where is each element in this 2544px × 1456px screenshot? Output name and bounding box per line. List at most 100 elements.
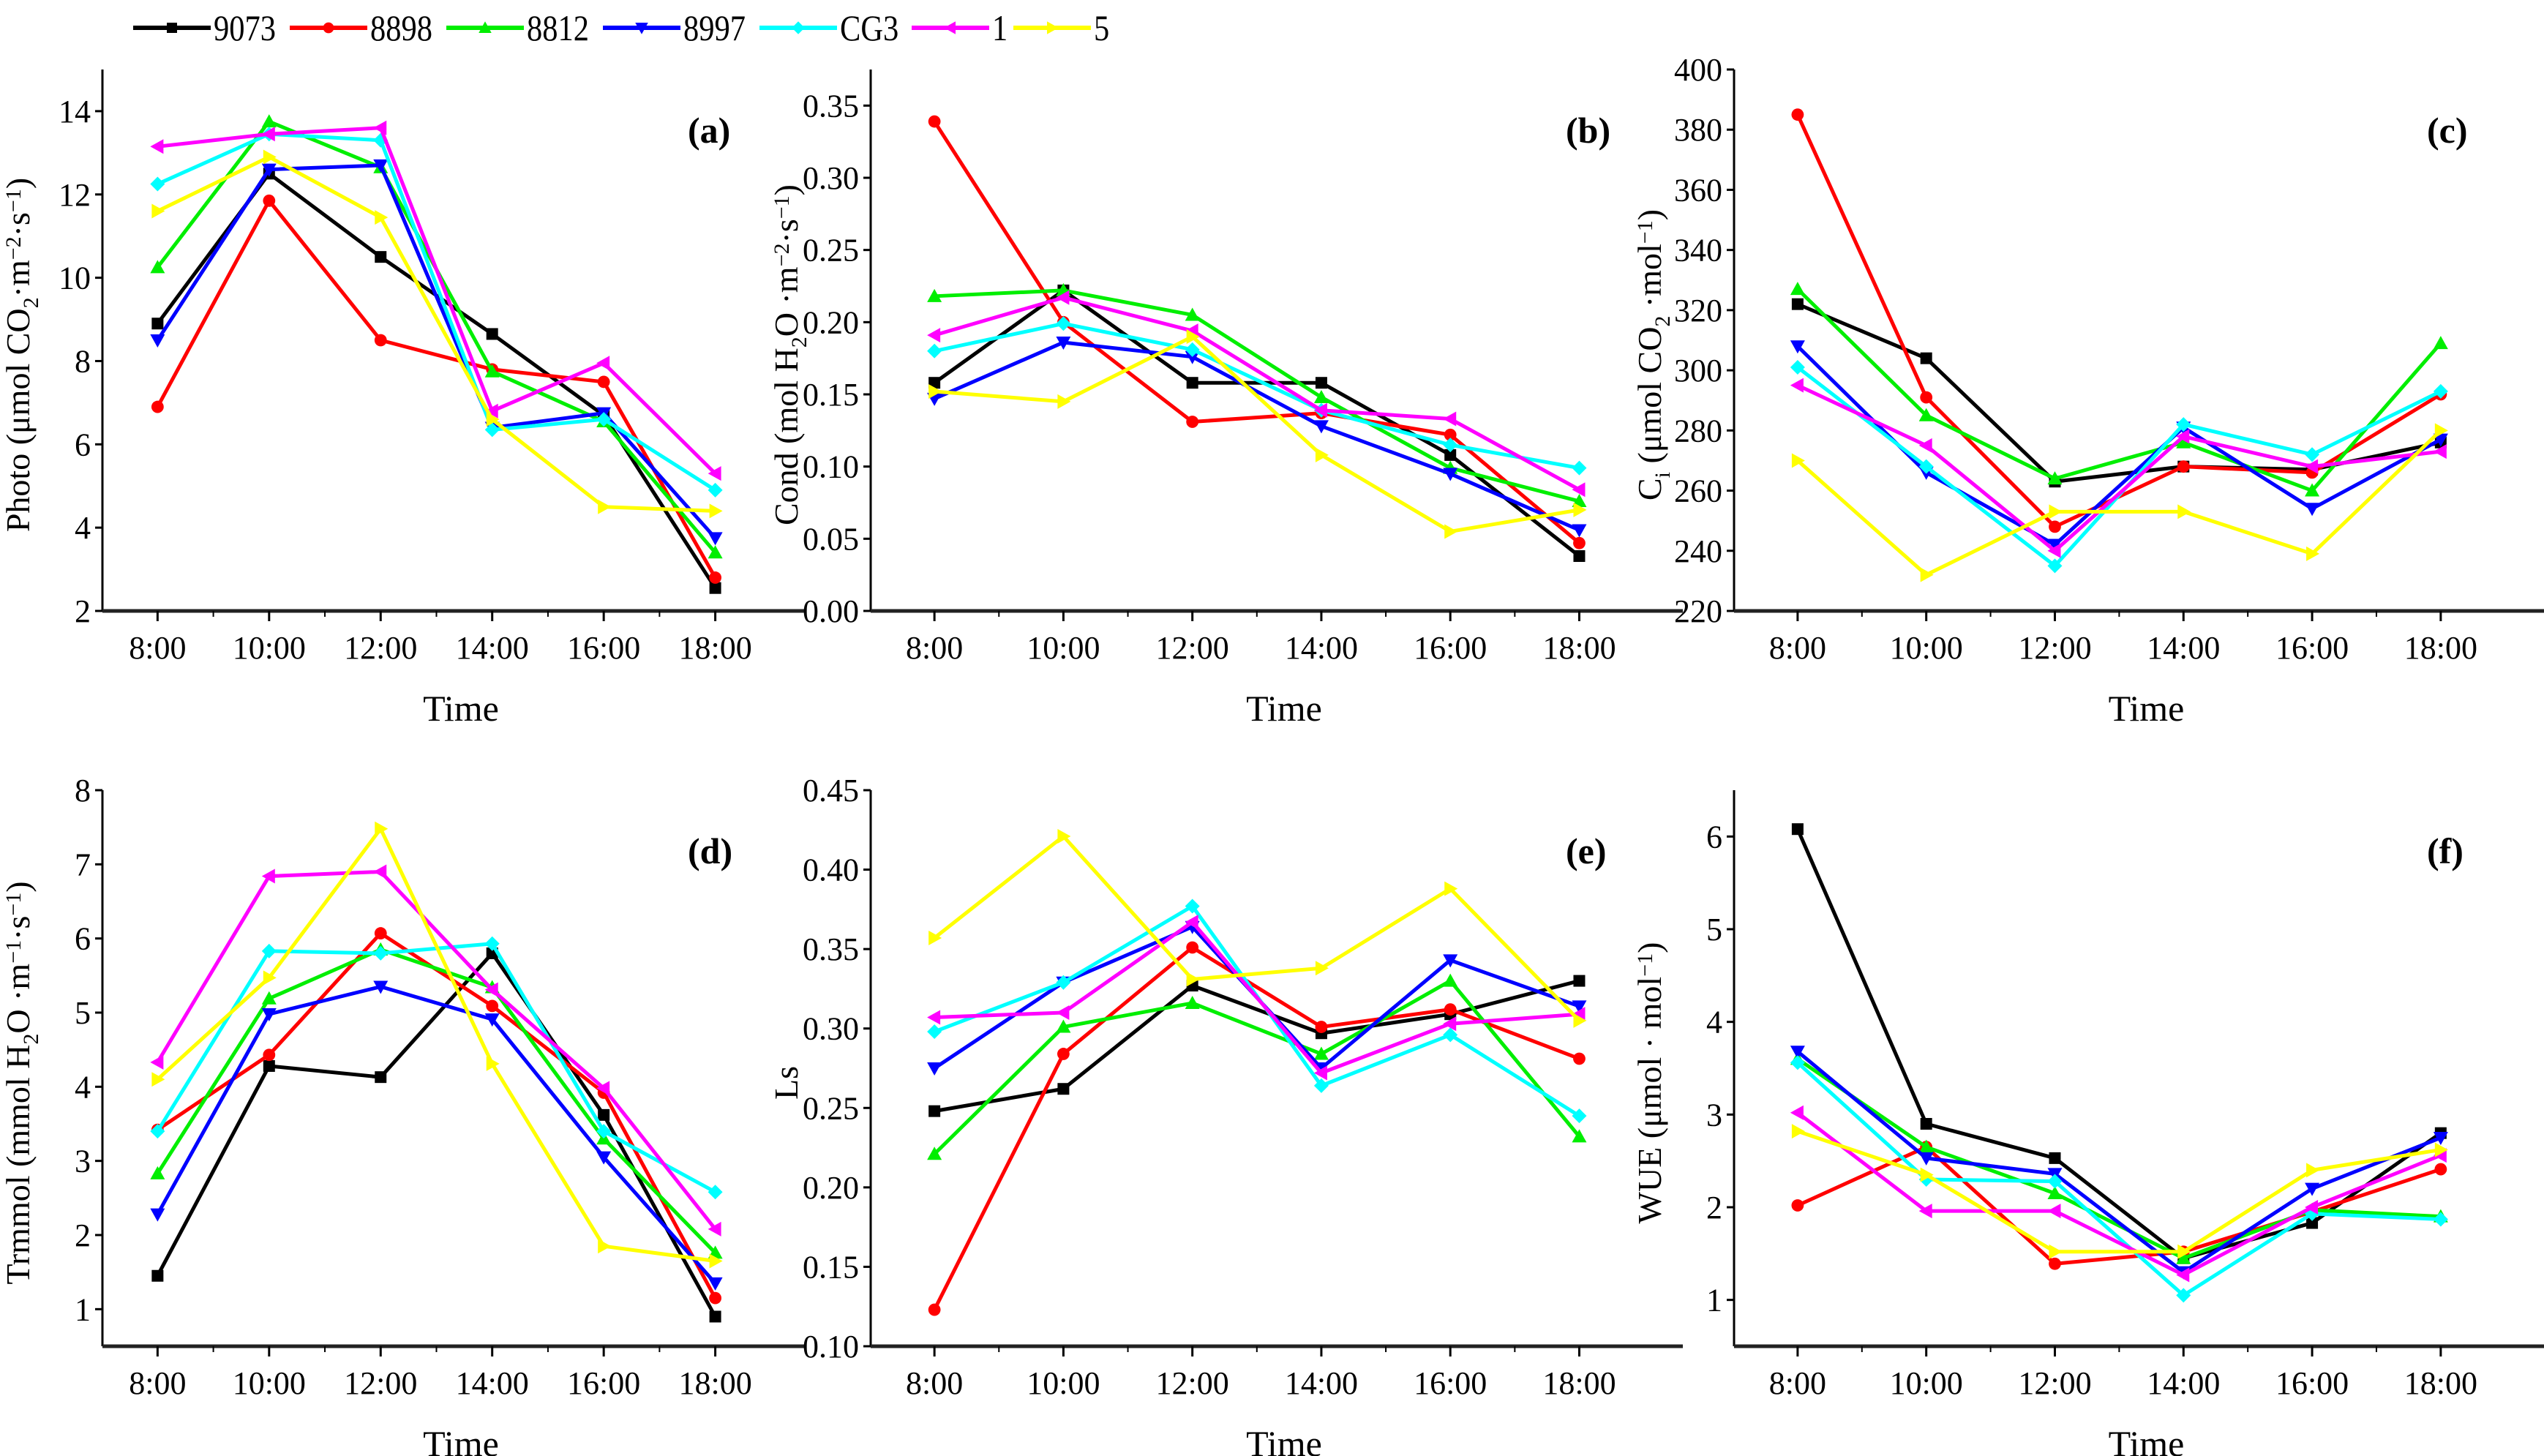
data-point [2305, 1200, 2319, 1215]
x-tick-label: 16:00 [2275, 1365, 2349, 1401]
legend-label: CG3 [840, 7, 899, 48]
data-point [1918, 1152, 1934, 1166]
series-8812 [150, 114, 723, 559]
data-point [928, 377, 941, 389]
data-point [1186, 416, 1199, 428]
data-point [927, 288, 942, 302]
data-point [708, 466, 721, 481]
x-tick-label: 12:00 [344, 1365, 417, 1401]
series-9073 [151, 947, 721, 1323]
y-axis-label: Photo (μmol CO2·m−2·s−1) [0, 178, 43, 532]
data-point [1920, 391, 1933, 404]
x-tick-label: 14:00 [1285, 630, 1358, 666]
y-tick-label: 7 [75, 847, 91, 882]
y-tick-label: 240 [1674, 533, 1722, 569]
y-tick-label: 6 [75, 921, 91, 957]
y-tick-label: 0.10 [803, 1329, 859, 1365]
series-5 [928, 329, 1587, 539]
data-point [2049, 520, 2061, 533]
legend-marker [1047, 21, 1059, 34]
data-point [261, 1008, 277, 1022]
y-tick-label: 5 [1706, 912, 1722, 947]
data-point [2434, 1163, 2447, 1176]
data-point [2176, 1288, 2191, 1303]
series-line [156, 827, 716, 1263]
data-point [261, 991, 277, 1005]
y-tick-label: 0.35 [803, 931, 859, 967]
legend-label: 8812 [527, 7, 589, 48]
legend-label: 9073 [214, 7, 276, 48]
y-tick-label: 4 [75, 1069, 91, 1105]
x-tick-label: 16:00 [567, 630, 640, 666]
x-tick-label: 16:00 [2275, 630, 2349, 666]
data-point [2305, 447, 2320, 462]
y-tick-label: 8 [75, 773, 91, 808]
data-point [150, 1124, 165, 1139]
data-point [1790, 340, 1805, 354]
y-tick-label: 0.30 [803, 160, 859, 196]
data-point [596, 1124, 612, 1139]
data-point [2049, 1152, 2061, 1164]
data-point [2433, 336, 2448, 350]
series-line [1796, 429, 2442, 577]
series-line [934, 288, 1580, 503]
data-point [709, 1310, 721, 1323]
data-point [1313, 420, 1329, 434]
data-point [927, 1024, 942, 1040]
data-point [1790, 378, 1804, 393]
x-tick-label: 8:00 [906, 1365, 963, 1401]
series-8898 [928, 941, 1586, 1316]
y-tick-label: 0.10 [803, 449, 859, 485]
series-line [156, 947, 717, 1255]
data-point [708, 1277, 723, 1291]
data-point [1790, 1055, 1805, 1070]
y-tick-label: 0.25 [803, 1090, 859, 1126]
data-point [709, 1253, 723, 1269]
series-line [934, 321, 1580, 470]
data-point [1573, 550, 1586, 563]
y-tick-label: 0.15 [803, 377, 859, 413]
series-1 [150, 864, 721, 1237]
data-point [1572, 482, 1586, 498]
x-axis-label: Time [423, 1423, 499, 1456]
y-axis-label: WUE (μmol · mol−1) [1631, 942, 1668, 1224]
data-point [598, 1239, 612, 1254]
y-tick-label: 12 [59, 177, 91, 213]
data-point [1185, 995, 1200, 1009]
legend-label: 1 [992, 7, 1008, 48]
series-line [1796, 288, 2442, 493]
data-point [2176, 429, 2190, 444]
data-point [927, 1010, 941, 1025]
data-point [2433, 383, 2448, 399]
data-point [596, 356, 610, 371]
series-line [156, 198, 717, 579]
data-point [1313, 1065, 1327, 1081]
data-point [1313, 402, 1327, 418]
series-1 [1790, 1105, 2447, 1283]
data-point [2176, 1250, 2191, 1264]
data-point [1791, 453, 1805, 468]
x-tick-label: 8:00 [129, 1365, 186, 1401]
data-point [2305, 1182, 2320, 1196]
x-tick-label: 18:00 [2404, 630, 2477, 666]
x-tick-label: 10:00 [1890, 630, 1963, 666]
legend-swatch [912, 21, 990, 34]
y-tick-label: 0.15 [803, 1249, 859, 1285]
y-tick-label: 340 [1674, 233, 1722, 269]
y-tick-label: 380 [1674, 112, 1722, 148]
x-tick-label: 8:00 [129, 630, 186, 666]
y-tick-label: 3 [75, 1144, 91, 1179]
data-point [151, 1269, 164, 1282]
legend-swatch [1013, 21, 1092, 34]
data-point [2049, 504, 2063, 519]
data-point [2047, 539, 2063, 552]
data-point [263, 1048, 276, 1062]
y-tick-label: 0.25 [803, 233, 859, 269]
x-axis-label: Time [2109, 688, 2185, 729]
x-tick-label: 10:00 [233, 630, 306, 666]
data-point [2434, 1142, 2448, 1157]
data-point [1056, 336, 1071, 350]
legend-marker [792, 21, 805, 34]
data-point [150, 1208, 165, 1222]
x-tick-label: 12:00 [1156, 1365, 1229, 1401]
